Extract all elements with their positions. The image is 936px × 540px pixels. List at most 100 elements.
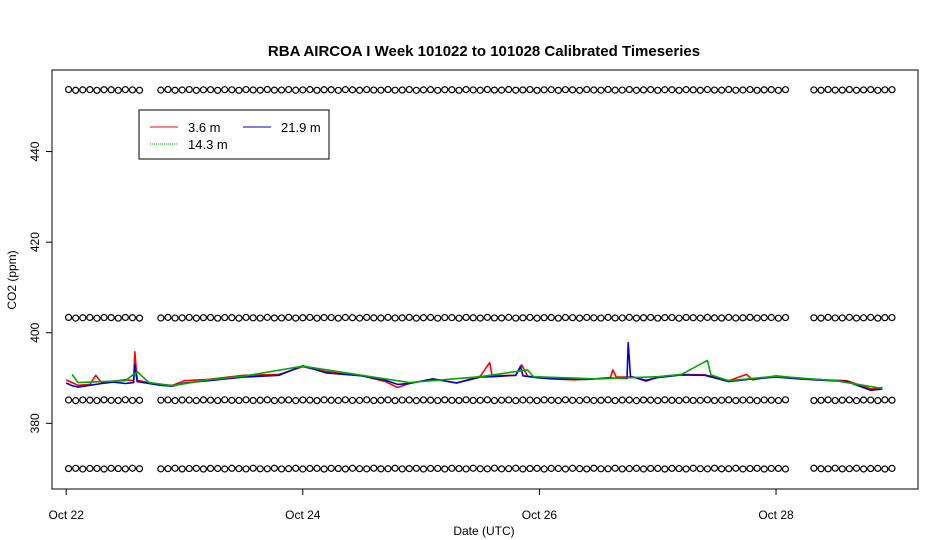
- reference-point: [121, 465, 129, 473]
- reference-point: [540, 396, 548, 404]
- reference-point: [185, 85, 193, 94]
- reference-point: [597, 314, 605, 322]
- reference-point: [164, 465, 172, 473]
- series-line-21-9-m: [65, 341, 883, 392]
- reference-point: [86, 464, 94, 473]
- reference-point: [270, 464, 279, 472]
- reference-point: [753, 314, 761, 322]
- reference-point: [249, 464, 257, 472]
- reference-point: [753, 464, 761, 472]
- reference-point: [185, 396, 193, 404]
- reference-point: [313, 464, 321, 472]
- reference-point: [647, 396, 655, 404]
- y-axis-label: CO2 (ppm): [5, 250, 19, 309]
- reference-point: [505, 465, 513, 473]
- reference-point: [639, 314, 648, 322]
- reference-point: [654, 396, 662, 405]
- reference-point: [739, 314, 747, 322]
- reference-point: [817, 465, 825, 473]
- reference-point: [604, 396, 612, 404]
- reference-point: [93, 464, 101, 473]
- reference-point: [824, 85, 832, 94]
- reference-point: [391, 464, 399, 472]
- reference-point: [760, 396, 768, 404]
- reference-point: [710, 396, 719, 405]
- reference-point: [100, 465, 108, 473]
- reference-point: [710, 314, 719, 322]
- reference-point: [526, 396, 534, 404]
- reference-point: [384, 396, 392, 404]
- reference-point: [412, 314, 420, 322]
- reference-point: [348, 396, 357, 405]
- reference-point: [263, 85, 271, 94]
- reference-point: [561, 396, 570, 404]
- reference-point: [668, 464, 676, 472]
- reference-point: [725, 85, 733, 94]
- reference-point: [576, 86, 584, 94]
- reference-point: [718, 86, 726, 94]
- reference-point: [128, 86, 137, 94]
- reference-point: [867, 396, 875, 404]
- reference-point: [192, 397, 200, 405]
- reference-point: [675, 86, 683, 94]
- reference-point: [561, 465, 570, 473]
- reference-point: [185, 464, 193, 473]
- reference-point: [469, 396, 477, 405]
- reference-point: [831, 464, 839, 472]
- reference-point: [128, 464, 137, 472]
- reference-point: [561, 313, 570, 322]
- reference-point: [199, 314, 208, 322]
- reference-point: [888, 313, 896, 322]
- reference-point: [299, 465, 307, 473]
- reference-point: [533, 86, 541, 94]
- reference-point: [732, 86, 740, 94]
- legend-label-3-6m: 3.6 m: [188, 120, 221, 135]
- reference-point: [753, 86, 761, 94]
- reference-point: [306, 464, 314, 473]
- reference-point: [483, 313, 491, 321]
- reference-point: [178, 314, 186, 322]
- reference-point: [739, 465, 747, 473]
- reference-point: [419, 396, 428, 404]
- reference-point: [746, 313, 754, 322]
- reference-point: [654, 314, 662, 322]
- reference-point: [100, 86, 108, 94]
- reference-point: [703, 465, 712, 473]
- reference-point: [881, 465, 889, 473]
- reference-point: [554, 86, 562, 94]
- reference-point: [199, 396, 208, 404]
- reference-point: [888, 86, 896, 94]
- reference-point: [625, 313, 633, 321]
- reference-point: [682, 313, 690, 322]
- reference-point: [199, 465, 208, 473]
- reference-point: [384, 313, 392, 321]
- reference-point: [370, 86, 378, 94]
- reference-point: [235, 86, 243, 94]
- reference-point: [263, 465, 271, 473]
- reference-point: [157, 86, 165, 94]
- reference-point: [228, 314, 236, 322]
- y-axis: 380 400 420 440: [28, 141, 52, 433]
- reference-point: [845, 85, 853, 94]
- reference-point: [157, 314, 165, 322]
- reference-point: [739, 396, 747, 404]
- reference-point: [256, 465, 264, 473]
- reference-point: [306, 396, 314, 404]
- reference-point: [874, 397, 882, 405]
- reference-point: [441, 396, 449, 404]
- reference-point: [221, 86, 229, 94]
- reference-point: [874, 464, 882, 472]
- reference-point: [568, 396, 577, 404]
- reference-point: [107, 86, 115, 94]
- reference-point: [157, 465, 165, 473]
- reference-point: [72, 314, 80, 322]
- reference-point: [285, 313, 293, 321]
- reference-point: [647, 313, 655, 322]
- reference-point: [831, 314, 839, 322]
- reference-point: [512, 397, 520, 405]
- reference-point: [654, 464, 662, 472]
- reference-point: [434, 86, 442, 94]
- reference-point: [767, 396, 775, 404]
- reference-point: [72, 397, 80, 405]
- reference-point: [206, 396, 215, 404]
